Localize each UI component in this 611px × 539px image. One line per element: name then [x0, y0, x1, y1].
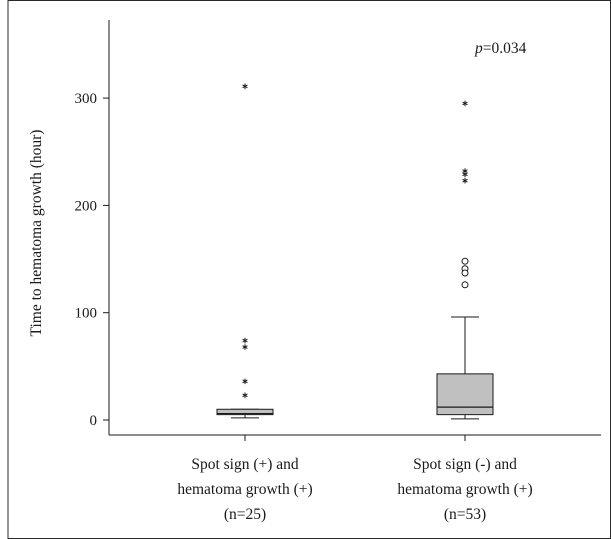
asterisk-stroke — [462, 178, 468, 183]
extreme-point — [462, 171, 468, 178]
extreme-point — [462, 100, 468, 107]
y-tick-label-300: 300 — [75, 91, 98, 107]
outlier-point — [461, 257, 469, 265]
p-value-annotation: p=0.034 — [474, 40, 527, 57]
asterisk-stroke — [462, 172, 468, 177]
p-value: =0.034 — [483, 40, 527, 57]
x-category-line-2-3: (n=53) — [444, 506, 486, 523]
asterisk-stroke — [462, 101, 468, 106]
outlier-point — [461, 269, 469, 277]
extreme-point — [242, 83, 248, 90]
outer-border — [7, 0, 611, 539]
x-category-line-2-2: hematoma growth (+) — [397, 481, 532, 498]
asterisk-stroke — [242, 393, 248, 398]
extreme-point — [242, 378, 248, 385]
x-category-line-1-1: Spot sign (+) and — [191, 456, 299, 473]
extreme-point — [242, 337, 248, 344]
y-tick-label-100: 100 — [75, 306, 98, 322]
x-category-label-1: Spot sign (+) and hematoma growth (+) (n=2… — [177, 456, 312, 523]
extreme-point — [242, 344, 248, 350]
asterisk-stroke — [242, 84, 248, 89]
y-tick-label-0: 0 — [90, 413, 98, 429]
x-category-line-1-2: hematoma growth (+) — [177, 481, 312, 498]
extreme-point — [242, 392, 248, 399]
asterisk-stroke — [242, 338, 248, 343]
asterisk-stroke — [462, 169, 468, 173]
box-iqr — [436, 373, 494, 416]
outlier-point — [461, 281, 469, 289]
extreme-point — [462, 177, 468, 184]
asterisk-stroke — [242, 345, 248, 349]
plot-area: 0 100 200 300 Spot sign (+) and hematoma grow… — [75, 20, 601, 523]
x-category-line-2-1: Spot sign (-) and — [413, 456, 517, 473]
x-category-line-1-3: (n=25) — [224, 506, 266, 523]
box-iqr — [216, 408, 274, 416]
asterisk-stroke — [242, 379, 248, 384]
x-category-label-2: Spot sign (-) and hematoma growth (+) (n=5… — [397, 456, 532, 523]
box-group-2 — [436, 100, 494, 420]
y-axis-label: Time to hematoma growth (hour) — [28, 130, 45, 337]
y-tick-label-200: 200 — [75, 198, 98, 214]
box-group-1 — [216, 83, 274, 419]
p-symbol: p — [474, 40, 483, 57]
